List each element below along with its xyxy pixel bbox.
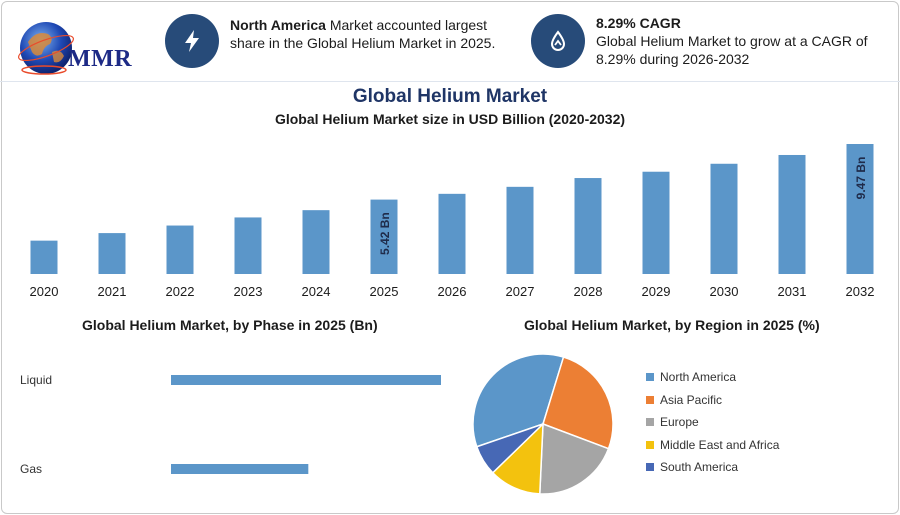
bar-2031 [778, 154, 806, 274]
pie-slice-south-america [475, 423, 544, 474]
bar-2020 [30, 240, 58, 274]
header-card1-text: Market accounted largest share in the Gl… [230, 17, 496, 51]
x-tick-label-2023: 2023 [234, 284, 263, 299]
bar-2023 [234, 217, 262, 274]
bar-2028 [574, 178, 602, 274]
bar-2026 [438, 193, 466, 274]
phase-chart-title: Global Helium Market, by Phase in 2025 (… [82, 317, 378, 333]
x-tick-label-2026: 2026 [438, 284, 467, 299]
legend-item-europe: Europe [646, 414, 699, 430]
legend-item-south-america: South America [646, 459, 738, 475]
header-icon-circle-1 [165, 14, 219, 68]
market-size-bar-chart: 2020 2021 2022 2023 2024 2025 2026 2027 2028 2029… [30, 144, 875, 299]
legend-label: North America [660, 370, 737, 384]
legend-label: Asia Pacific [660, 392, 723, 407]
pie-slice-europe [538, 422, 610, 495]
bar-2022 [166, 225, 194, 274]
globe-icon [18, 22, 74, 75]
legend-swatch [646, 463, 654, 471]
header-card-cagr: 8.29% CAGR Global Helium Market to grow … [596, 14, 886, 68]
header-card2-text: Global Helium Market to grow at a CAGR o… [596, 33, 868, 67]
legend-swatch [646, 395, 654, 404]
legend-swatch [646, 418, 654, 426]
mmr-logo: MMR [14, 12, 139, 78]
lightning-icon [185, 30, 199, 52]
bar-2029 [642, 171, 670, 274]
header-card1-bold: North America [230, 17, 326, 33]
growth-drop-icon [550, 30, 566, 51]
legend-label: South America [660, 460, 739, 474]
x-tick-label-2022: 2022 [166, 284, 195, 299]
logo-text: MMR [68, 46, 133, 72]
bar-2024 [302, 210, 330, 274]
pie-slice-asia-pacific [542, 356, 614, 450]
x-tick-label-2024: 2024 [302, 284, 331, 299]
legend-swatch [646, 373, 654, 381]
x-tick-label-2031: 2031 [778, 284, 807, 299]
bar-2021 [98, 233, 126, 274]
data-label-2032: 9.47 Bn [854, 157, 868, 200]
x-tick-label-2027: 2027 [506, 284, 535, 299]
legend-item-middle-east-and-africa: Middle East and Africa [646, 437, 779, 453]
x-tick-label-2021: 2021 [98, 284, 127, 299]
legend-swatch [646, 440, 654, 449]
legend-label: Europe [660, 415, 699, 429]
region-chart-title: Global Helium Market, by Region in 2025 … [524, 317, 820, 333]
bar-2032 [846, 144, 874, 274]
bar-2030 [710, 163, 738, 274]
data-label-2025: 5.42 Bn [378, 212, 392, 255]
legend-label: Middle East and Africa [660, 437, 780, 452]
bar-2027 [506, 186, 534, 274]
header-divider [0, 81, 900, 82]
x-tick-label-2025: 2025 [370, 284, 399, 299]
phase-label-gas: Gas [20, 462, 42, 476]
legend-item-north-america: North America [646, 369, 736, 385]
phase-label-liquid: Liquid [20, 373, 52, 387]
main-title: Global Helium Market [352, 86, 548, 107]
x-tick-label-2032: 2032 [846, 284, 875, 299]
x-tick-label-2020: 2020 [30, 284, 59, 299]
bar-2025 [370, 199, 398, 274]
header-icon-circle-2 [531, 14, 585, 68]
phase-bar-chart: Liquid Gas [20, 373, 441, 476]
header-card2-bold: 8.29% CAGR [596, 15, 681, 31]
header-card-north-america: North America Market accounted largest s… [230, 16, 520, 52]
phase-bar-liquid [171, 375, 441, 385]
x-tick-label-2028: 2028 [574, 284, 603, 299]
x-tick-label-2030: 2030 [710, 284, 739, 299]
pie-slice-north-america [472, 353, 565, 448]
legend-item-asia-pacific: Asia Pacific [646, 392, 722, 408]
bar-chart-title: Global Helium Market size in USD Billion… [274, 111, 626, 127]
x-tick-label-2029: 2029 [642, 284, 671, 299]
phase-bar-gas [171, 464, 309, 474]
